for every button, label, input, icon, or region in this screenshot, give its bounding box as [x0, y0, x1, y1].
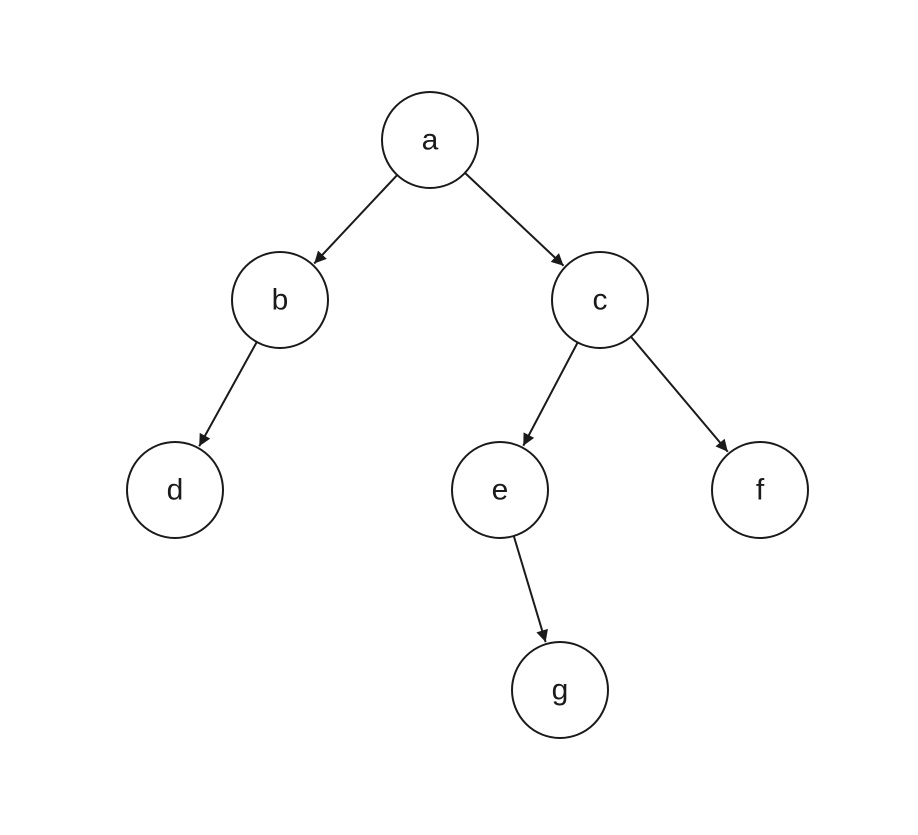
edge-b-d — [199, 342, 257, 446]
tree-diagram: a b c d e f g — [0, 0, 918, 835]
edge-c-e — [523, 342, 577, 445]
node-a-label: a — [422, 124, 439, 157]
node-d: d — [127, 442, 223, 538]
tree-edges — [199, 173, 728, 642]
node-d-label: d — [167, 474, 184, 507]
edge-e-g — [514, 536, 546, 642]
node-g: g — [512, 642, 608, 738]
tree-nodes: a b c d e f g — [127, 92, 808, 738]
node-f-label: f — [756, 474, 765, 507]
edge-c-f — [631, 337, 728, 452]
node-b-label: b — [272, 284, 289, 317]
node-a: a — [382, 92, 478, 188]
node-g-label: g — [552, 674, 569, 707]
node-c-label: c — [593, 284, 608, 317]
edge-a-c — [465, 173, 564, 266]
node-c: c — [552, 252, 648, 348]
node-e-label: e — [492, 474, 509, 507]
node-e: e — [452, 442, 548, 538]
edge-a-b — [314, 175, 397, 263]
node-f: f — [712, 442, 808, 538]
node-b: b — [232, 252, 328, 348]
